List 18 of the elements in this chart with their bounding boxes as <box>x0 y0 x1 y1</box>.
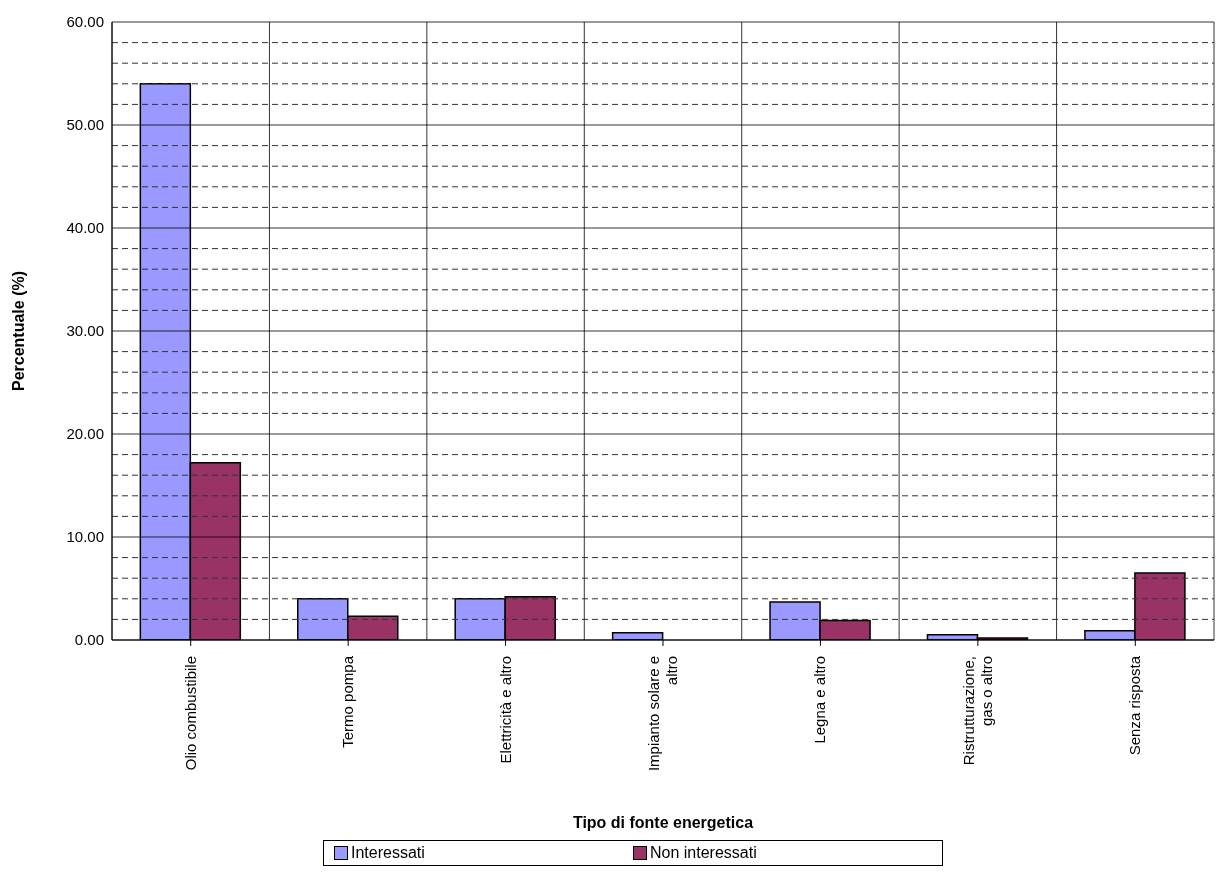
y-tick-label: 40.00 <box>66 219 104 237</box>
x-tick-label: Ristrutturazione, gas o altro <box>959 656 995 766</box>
x-axis-title: Tipo di fonte energetica <box>572 814 754 831</box>
x-tick-label: Impianto solare e altro <box>645 656 680 772</box>
y-tick-label: 0.00 <box>74 631 104 649</box>
legend-label: Non interessati <box>650 844 757 862</box>
x-tick-label: Legna e altro <box>811 656 829 744</box>
x-tick-label: Elettricità e altro <box>496 656 514 764</box>
y-tick-label: 20.00 <box>66 425 104 443</box>
x-tick-label: Senza risposta <box>1126 655 1144 756</box>
x-tick-label: Olio combustibile <box>181 656 199 771</box>
x-tick-label: Termo pompa <box>339 655 357 748</box>
y-tick-label: 50.00 <box>66 116 104 134</box>
y-axis-title: Percentuale (%) <box>9 270 27 391</box>
y-tick-label: 30.00 <box>66 322 104 340</box>
y-tick-label: 10.00 <box>66 528 104 546</box>
legend-label: Interessati <box>351 844 425 862</box>
y-tick-label: 60.00 <box>66 13 104 31</box>
